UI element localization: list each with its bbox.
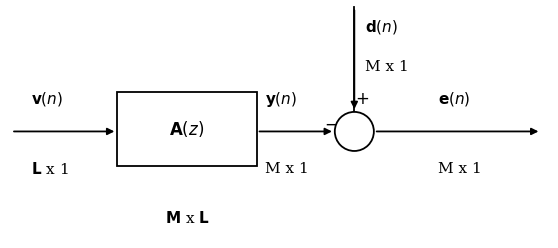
Text: $\mathbf{A}$$(z)$: $\mathbf{A}$$(z)$ xyxy=(169,119,205,139)
Text: $-$: $-$ xyxy=(324,115,339,133)
Text: M x 1: M x 1 xyxy=(438,162,482,176)
Text: $\mathbf{M}$ x $\mathbf{L}$: $\mathbf{M}$ x $\mathbf{L}$ xyxy=(165,210,209,226)
Text: $\mathbf{L}$ x 1: $\mathbf{L}$ x 1 xyxy=(31,161,68,177)
Ellipse shape xyxy=(335,112,374,151)
Text: M x 1: M x 1 xyxy=(265,162,309,176)
Text: $\mathbf{y}$$(n)$: $\mathbf{y}$$(n)$ xyxy=(265,90,297,109)
Text: $+$: $+$ xyxy=(354,90,369,108)
Bar xyxy=(117,92,257,166)
Text: $\mathbf{e}$$(n)$: $\mathbf{e}$$(n)$ xyxy=(438,90,470,108)
Text: M x 1: M x 1 xyxy=(365,60,409,74)
Text: $\mathbf{d}$$(n)$: $\mathbf{d}$$(n)$ xyxy=(365,18,398,36)
Text: $\mathbf{v}$$(n)$: $\mathbf{v}$$(n)$ xyxy=(31,90,63,108)
